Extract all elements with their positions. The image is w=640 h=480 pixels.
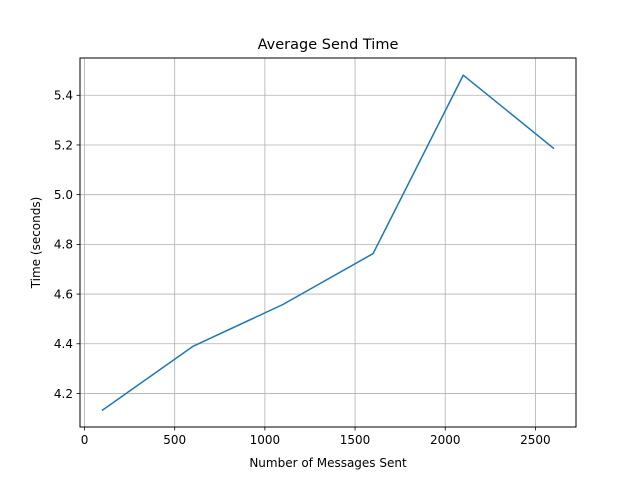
x-tick-label: 0 — [81, 433, 89, 447]
y-tick-label: 5.0 — [54, 188, 73, 202]
chart-title: Average Send Time — [258, 37, 399, 53]
grid-lines — [80, 58, 576, 427]
axis-ticks: 0 500 1000 1500 2000 2500 4.2 4.4 4.6 4.8 5.0 5.2 5.… — [54, 89, 551, 447]
y-tick-label: 5.4 — [54, 89, 73, 103]
series-layer — [101, 74, 555, 412]
y-tick-label: 5.2 — [54, 138, 73, 152]
x-tick-label: 2500 — [520, 433, 551, 447]
x-axis-label: Number of Messages Sent — [249, 456, 407, 470]
y-tick-label: 4.2 — [54, 387, 73, 401]
x-tick-label: 1000 — [250, 433, 281, 447]
y-axis-label: Time (seconds) — [29, 197, 43, 290]
x-tick-label: 1500 — [340, 433, 371, 447]
x-tick-label: 500 — [163, 433, 186, 447]
series-line — [101, 74, 555, 412]
y-tick-label: 4.8 — [54, 238, 73, 252]
y-tick-label: 4.4 — [54, 337, 73, 351]
y-tick-label: 4.6 — [54, 287, 73, 301]
x-tick-label: 2000 — [430, 433, 461, 447]
plot-frame — [79, 57, 577, 428]
